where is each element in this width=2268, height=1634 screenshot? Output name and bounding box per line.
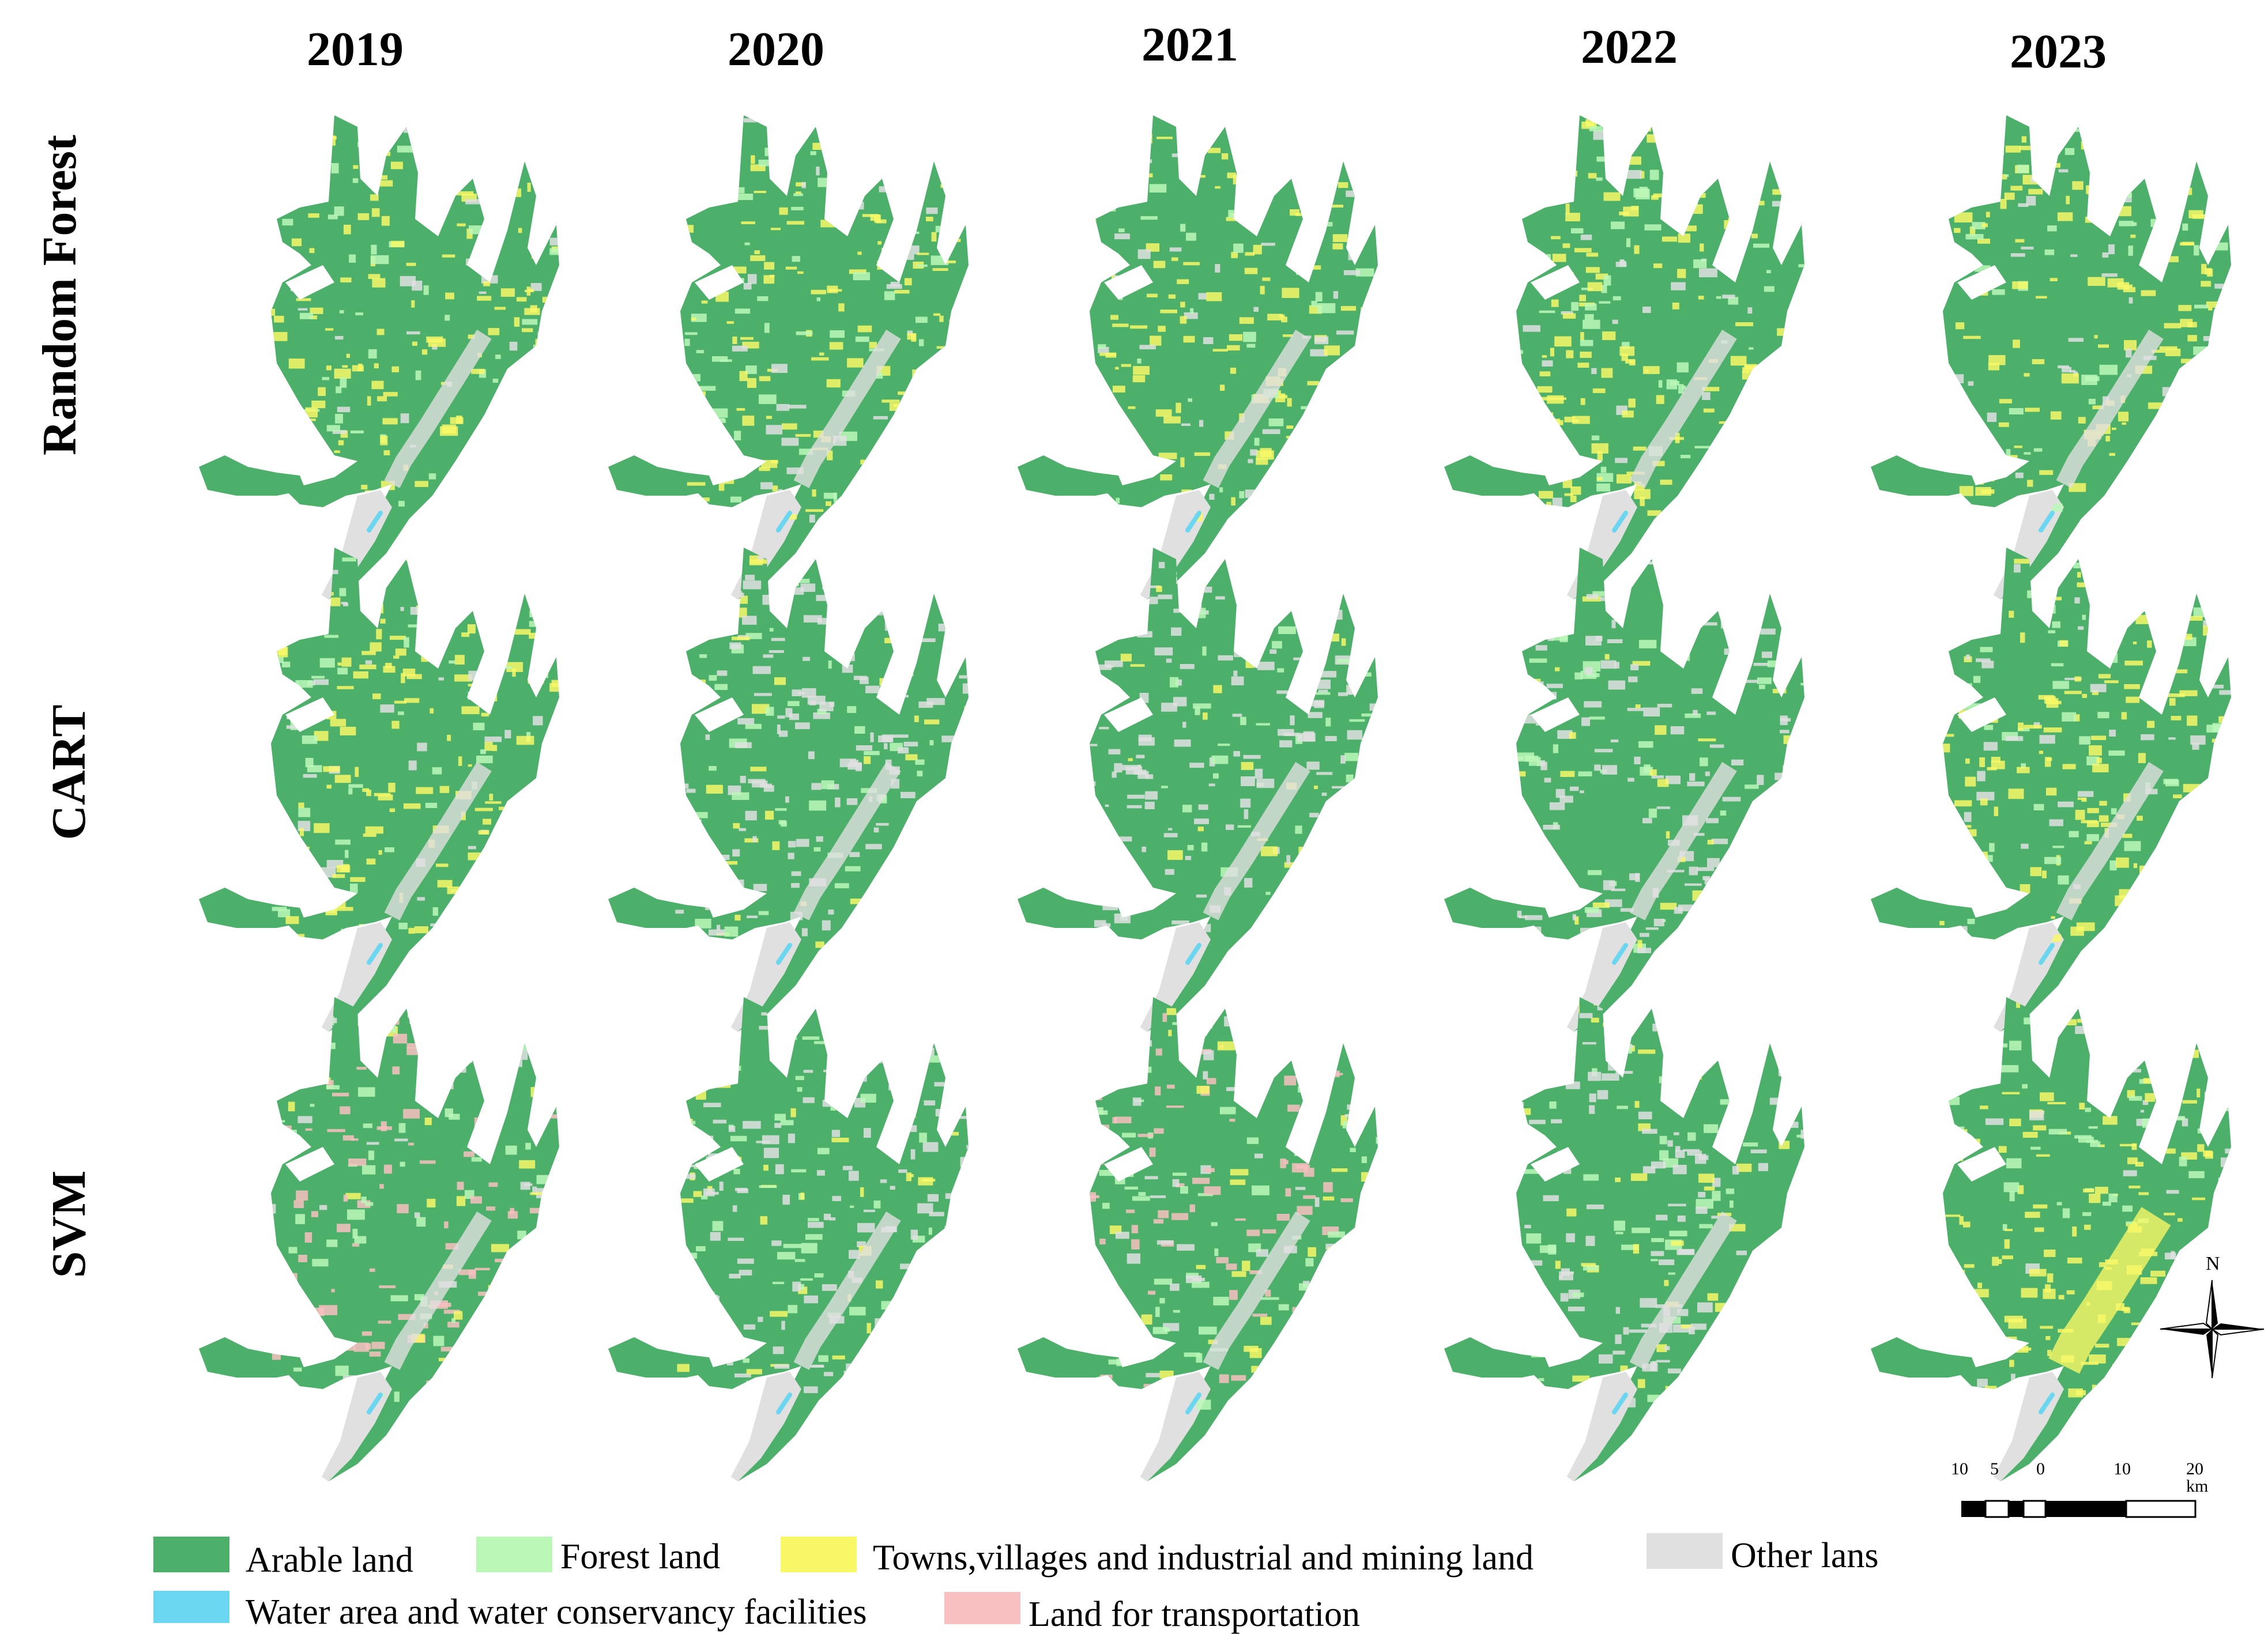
map-panel-random-forest-2019: [199, 115, 559, 599]
map-panel-random-forest-2022: [1444, 115, 1804, 599]
legend-swatch-other-lans: [1647, 1533, 1723, 1569]
year-header-2023: 2023: [2010, 25, 2107, 78]
legend-label-towns-villages-industrial-mining-land: Towns,villages and industrial and mining…: [873, 1538, 1534, 1578]
map-region-river-valley: [322, 1372, 392, 1481]
method-label-random-forest: Random Forest: [33, 134, 86, 456]
scale-tick-10-right: 10: [2113, 1459, 2131, 1478]
map-region-shape: [1090, 548, 1378, 1032]
map-panel-cart-2019: [199, 548, 559, 1032]
legend-label-arable-land: Arable land: [246, 1541, 413, 1580]
map-water-feature: [367, 943, 383, 965]
legend-label-forest-land: Forest land: [560, 1537, 721, 1576]
map-water-feature: [367, 1393, 383, 1414]
map-region-west-arm: [1018, 888, 1124, 928]
map-panel-svm-2019: [199, 997, 559, 1481]
map-region-river-valley: [1994, 1372, 2064, 1481]
map-region-shape: [271, 997, 559, 1481]
map-panel-random-forest-2020: [608, 115, 969, 599]
map-water-feature: [776, 511, 792, 533]
map-water-feature: [367, 511, 383, 533]
map-water-feature: [2039, 511, 2055, 533]
north-label: N: [2206, 1253, 2220, 1274]
map-region-shape: [271, 115, 559, 599]
legend-swatch-water-area: [153, 1591, 229, 1623]
map-region-west-arm: [608, 455, 715, 496]
map-panel-random-forest-2023: [1871, 115, 2231, 599]
scale-tick-10-left: 10: [1951, 1459, 1968, 1478]
map-region-shape: [1090, 997, 1378, 1481]
scale-bar-graphic: [1961, 1500, 2197, 1518]
map-water-feature: [2039, 1393, 2055, 1414]
map-water-feature: [1612, 943, 1628, 965]
map-region-shape: [680, 997, 969, 1481]
map-region-west-arm: [199, 455, 306, 496]
scale-tick-20-km: 20 km: [2186, 1459, 2209, 1496]
map-region-west-arm: [1018, 455, 1124, 496]
map-region-west-arm: [1444, 1337, 1551, 1378]
map-water-feature: [776, 943, 792, 965]
year-header-2022: 2022: [1581, 20, 1678, 74]
scale-tick-0: 0: [2036, 1459, 2045, 1478]
map-region-west-arm: [1871, 1337, 1977, 1378]
map-water-feature: [1185, 511, 1201, 533]
map-panel-cart-2022: [1444, 548, 1804, 1032]
compass-star-icon: [2160, 1280, 2265, 1379]
map-panel-random-forest-2021: [1018, 115, 1378, 599]
map-panel-svm-2021: [1018, 997, 1378, 1481]
legend-swatch-arable-land: [153, 1537, 229, 1572]
map-water-feature: [1612, 511, 1628, 533]
map-region-shape: [680, 548, 969, 1032]
method-label-svm: SVM: [42, 1170, 96, 1278]
map-panel-svm-2020: [608, 997, 969, 1481]
scale-bar: 10 5 0 10 20 km: [1951, 1461, 2210, 1524]
map-region-west-arm: [1444, 888, 1551, 928]
map-region-shape: [1943, 997, 2231, 1481]
map-region-river-valley: [731, 1372, 801, 1481]
method-label-cart: CART: [42, 704, 96, 840]
map-region-west-arm: [1871, 455, 1977, 496]
map-panel-cart-2020: [608, 548, 969, 1032]
map-water-feature: [776, 1393, 792, 1414]
map-water-feature: [2039, 943, 2055, 965]
map-water-feature: [1185, 1393, 1201, 1414]
map-region-west-arm: [199, 1337, 306, 1378]
map-region-west-arm: [199, 888, 306, 928]
map-panel-cart-2021: [1018, 548, 1378, 1032]
map-water-feature: [1612, 1393, 1628, 1414]
map-water-feature: [1185, 943, 1201, 965]
legend-swatch-towns-villages-industrial-mining-land: [781, 1537, 857, 1572]
year-header-2019: 2019: [307, 22, 404, 76]
map-region-shape: [271, 548, 559, 1032]
map-region-west-arm: [608, 1337, 715, 1378]
legend-label-water-area: Water area and water conservancy facilit…: [246, 1593, 867, 1632]
map-region-west-arm: [1871, 888, 1977, 928]
map-panel-svm-2022: [1444, 997, 1804, 1481]
map-region-shape: [1943, 115, 2231, 599]
map-region-river-valley: [1140, 1372, 1211, 1481]
map-region-river-valley: [1567, 1372, 1637, 1481]
map-region-west-arm: [1018, 1337, 1124, 1378]
map-panel-cart-2023: [1871, 548, 2231, 1032]
map-region-west-arm: [608, 888, 715, 928]
scale-tick-5: 5: [1990, 1459, 1999, 1478]
legend-label-other-lans: Other lans: [1731, 1536, 1879, 1575]
legend-swatch-forest-land: [476, 1537, 552, 1572]
legend-swatch-land-for-transportation: [944, 1592, 1020, 1624]
year-header-2020: 2020: [728, 22, 824, 76]
north-arrow: N: [2157, 1254, 2267, 1381]
map-region-shape: [1943, 548, 2231, 1032]
legend-label-land-for-transportation: Land for transportation: [1028, 1595, 1361, 1634]
map-region-west-arm: [1444, 455, 1551, 496]
year-header-2021: 2021: [1141, 18, 1238, 71]
map-panel-svm-2023: [1871, 997, 2231, 1481]
